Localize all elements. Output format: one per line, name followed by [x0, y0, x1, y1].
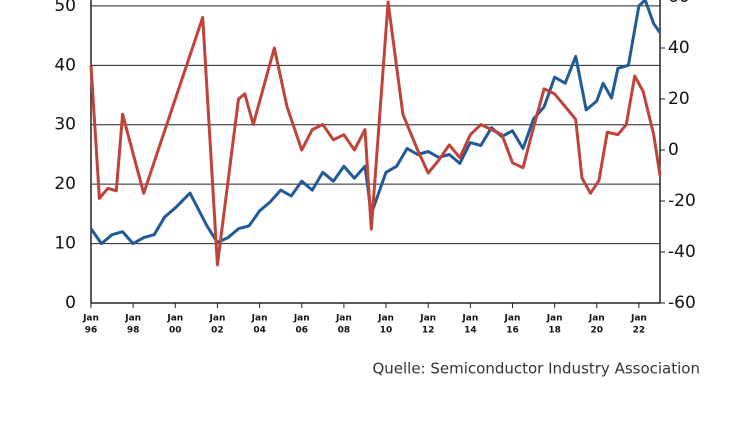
y-tick-label: 50 — [54, 0, 76, 16]
y2-tick-label: -60 — [668, 293, 696, 313]
y-tick-label: 10 — [54, 234, 76, 254]
x-tick-label: 18 — [548, 326, 561, 336]
x-tick-label: Jan — [335, 314, 352, 324]
x-tick-label: 06 — [295, 326, 308, 336]
x-tick-label: 14 — [464, 326, 477, 336]
x-tick-label: Jan — [588, 314, 605, 324]
x-tick-label: Jan — [82, 314, 99, 324]
x-tick-label: 08 — [338, 326, 351, 336]
x-tick-label: Jan — [504, 314, 521, 324]
x-tick-label: 00 — [169, 326, 182, 336]
x-tick-label: 96 — [85, 326, 98, 336]
x-tick-label: 16 — [506, 326, 519, 336]
y2-tick-label: 20 — [668, 89, 690, 109]
x-tick-label: Jan — [377, 314, 394, 324]
x-tick-label: Jan — [293, 314, 310, 324]
y-tick-label: 20 — [54, 174, 76, 194]
y-tick-label: 40 — [54, 55, 76, 75]
x-tick-label: 98 — [127, 326, 140, 336]
x-tick-label: Jan — [209, 314, 226, 324]
x-tick-label: 04 — [253, 326, 266, 336]
x-tick-label: Jan — [546, 314, 563, 324]
series-line — [89, 0, 662, 246]
y2-tick-label: 40 — [668, 38, 690, 58]
x-tick-label: 22 — [633, 326, 646, 336]
x-tick-label: Jan — [124, 314, 141, 324]
x-tick-label: 20 — [591, 326, 604, 336]
series-line — [89, 0, 662, 267]
y2-tick-label: 0 — [668, 140, 679, 160]
x-tick-label: 12 — [422, 326, 435, 336]
y2-tick-label: -20 — [668, 191, 696, 211]
x-tick-label: Jan — [630, 314, 647, 324]
x-tick-label: Jan — [166, 314, 183, 324]
x-tick-label: Jan — [461, 314, 478, 324]
y-tick-label: 0 — [65, 293, 76, 313]
x-tick-label: Jan — [419, 314, 436, 324]
y2-tick-label: 60 — [668, 0, 690, 7]
y2-tick-label: -40 — [668, 242, 696, 262]
x-tick-label: 02 — [211, 326, 224, 336]
x-tick-label: Jan — [251, 314, 268, 324]
x-tick-label: 10 — [380, 326, 393, 336]
source: Quelle: Semiconductor Industry Associati… — [372, 360, 700, 378]
y-tick-label: 30 — [54, 115, 76, 135]
